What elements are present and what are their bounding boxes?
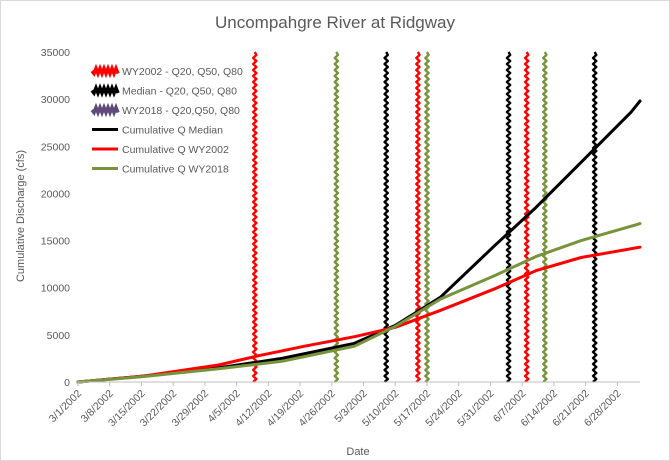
legend-label: Cumulative Q WY2018: [122, 164, 229, 176]
legend-label: Cumulative Q Median: [122, 125, 223, 137]
legend-swatch: [90, 83, 120, 98]
y-axis-title: Cumulative Discharge (cfs): [15, 150, 27, 282]
series-line: [76, 245, 642, 384]
series-lines: [76, 99, 642, 384]
legend-swatch: [90, 63, 120, 79]
y-tick-label: 0: [64, 377, 70, 389]
y-tick-label: 25000: [41, 141, 70, 153]
y-tick-label: 30000: [41, 94, 70, 106]
quantile-line: [383, 51, 389, 383]
y-tick-labels: 0 5000 10000 15000 20000 25000 30000 35000: [41, 47, 70, 389]
chart-title: Uncompahgre River at Ridgway: [215, 13, 455, 32]
legend-label: Median - Q20, Q50, Q80: [122, 86, 237, 98]
y-tick-label: 35000: [41, 47, 70, 59]
quantile-line: [415, 51, 421, 383]
quantile-line: [251, 51, 258, 383]
y-tick-label: 15000: [41, 236, 70, 248]
legend-item: Cumulative Q WY2018: [92, 164, 229, 176]
y-tick-label: 20000: [41, 188, 70, 200]
legend-label: Cumulative Q WY2002: [122, 144, 229, 156]
legend-item: WY2002 - Q20, Q50, Q80: [90, 63, 243, 79]
legend: WY2002 - Q20, Q50, Q80 Median - Q20, Q50,…: [90, 63, 243, 176]
x-axis-title: Date: [346, 446, 369, 458]
y-tick-label: 10000: [41, 283, 70, 295]
quantile-line: [523, 51, 530, 383]
quantile-line: [505, 51, 512, 383]
legend-swatch: [90, 102, 120, 118]
legend-label: WY2002 - Q20, Q50, Q80: [122, 66, 243, 78]
series-line: [76, 222, 642, 384]
legend-item: WY2018 - Q20,Q50, Q80: [90, 102, 240, 118]
legend-item: Cumulative Q WY2002: [92, 144, 229, 156]
quantile-lines: [251, 51, 598, 383]
quantile-line: [591, 51, 598, 383]
legend-item: Median - Q20, Q50, Q80: [90, 83, 237, 98]
quantile-line: [424, 51, 430, 383]
quantile-line: [542, 51, 548, 383]
legend-label: WY2018 - Q20,Q50, Q80: [122, 105, 240, 117]
quantile-line: [333, 51, 340, 383]
y-tick-label: 5000: [47, 330, 71, 342]
legend-item: Cumulative Q Median: [92, 125, 223, 137]
